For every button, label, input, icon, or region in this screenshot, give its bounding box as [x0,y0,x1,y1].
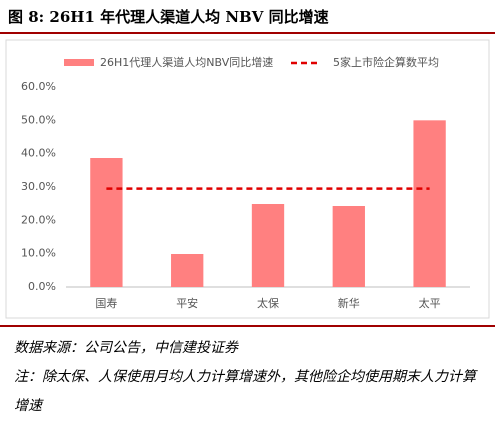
chart: 0.0% 10.0% 20.0% 30.0% 40.0% 50.0% 60.0% 国寿 平安 太保… [0,32,495,327]
x-tick-label: 国寿 [95,296,117,310]
note: 注：除太保、人保使用月均人力计算增速外，其他险企均使用期末人力计算增速 [14,369,476,414]
legend-swatch [64,59,94,66]
notes: 数据来源：公司公告，中信建投证券 注：除太保、人保使用月均人力计算增速外，其他险… [14,334,489,421]
bar [251,204,285,287]
bar [332,206,365,287]
bar [90,158,123,287]
legend-label: 5家上市险企算数平均 [333,55,439,69]
bar [171,254,204,287]
y-tick-label: 0.0% [28,280,56,293]
y-tick-label: 30.0% [21,180,56,193]
y-tick-label: 40.0% [21,147,56,160]
y-tick-label: 20.0% [21,213,56,226]
y-tick-label: 10.0% [21,247,56,260]
x-tick-label: 太保 [257,296,279,310]
x-tick-label: 新华 [338,296,360,310]
y-tick-label: 60.0% [21,80,56,93]
x-tick-label: 平安 [176,296,198,310]
chart-frame [5,39,490,319]
legend-label: 26H1代理人渠道人均NBV同比增速 [100,55,273,69]
bar [413,120,446,287]
chart-title: 图 8: 26H1 年代理人渠道人均 NBV 同比增速 [8,8,329,26]
source: 数据来源：公司公告，中信建投证券 [14,340,238,356]
x-tick-label: 太平 [419,297,441,310]
y-tick-label: 50.0% [21,113,56,126]
